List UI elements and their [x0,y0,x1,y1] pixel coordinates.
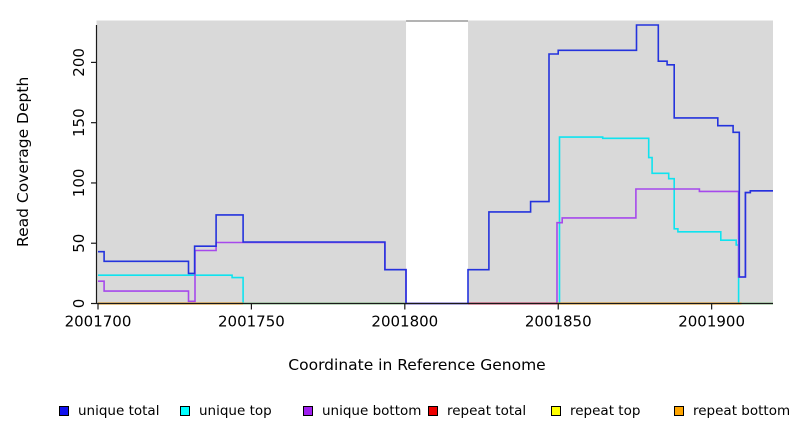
x-tick-label: 2001800 [371,313,438,331]
legend-swatch-repeat-top [551,406,561,416]
legend-item-repeat-bottom: repeat bottom [674,402,790,420]
y-tick-label: 0 [70,299,88,309]
legend-swatch-unique-top [180,406,190,416]
legend: unique total unique top unique bottom re… [0,402,792,426]
legend-item-repeat-top: repeat top [551,402,640,420]
x-tick-label: 2001750 [218,313,285,331]
legend-label: repeat total [447,403,527,419]
legend-item-unique-total: unique total [59,402,159,420]
y-tick-label: 200 [70,48,88,77]
x-tick-label: 2001850 [525,313,592,331]
series-line-unique-top [468,136,773,305]
legend-swatch-unique-total [59,406,69,416]
x-axis-ticks: 2001700 2001750 2001800 2001850 2001900 [65,303,745,331]
legend-label: unique total [78,403,160,419]
legend-item-unique-top: unique top [180,402,272,420]
x-tick-label: 2001900 [678,313,745,331]
legend-item-unique-bottom: unique bottom [303,402,421,420]
y-tick-label: 50 [70,234,88,253]
legend-swatch-repeat-bottom [674,406,684,416]
y-axis-ticks: 0 50 100 150 200 [70,48,97,308]
x-tick-label: 2001700 [65,313,132,331]
legend-swatch-repeat-total [428,406,438,416]
legend-label: unique bottom [322,403,422,419]
series-line-unique-total [98,24,773,305]
legend-item-repeat-total: repeat total [428,402,526,420]
legend-label: repeat top [570,403,641,419]
y-tick-label: 100 [70,169,88,198]
legend-swatch-unique-bottom [303,406,313,416]
x-axis-label: Coordinate in Reference Genome [288,356,546,374]
gap-mask [406,20,469,304]
y-tick-label: 150 [70,108,88,137]
y-axis-label: Read Coverage Depth [14,76,32,247]
legend-label: repeat bottom [693,403,791,419]
legend-label: unique top [199,403,272,419]
